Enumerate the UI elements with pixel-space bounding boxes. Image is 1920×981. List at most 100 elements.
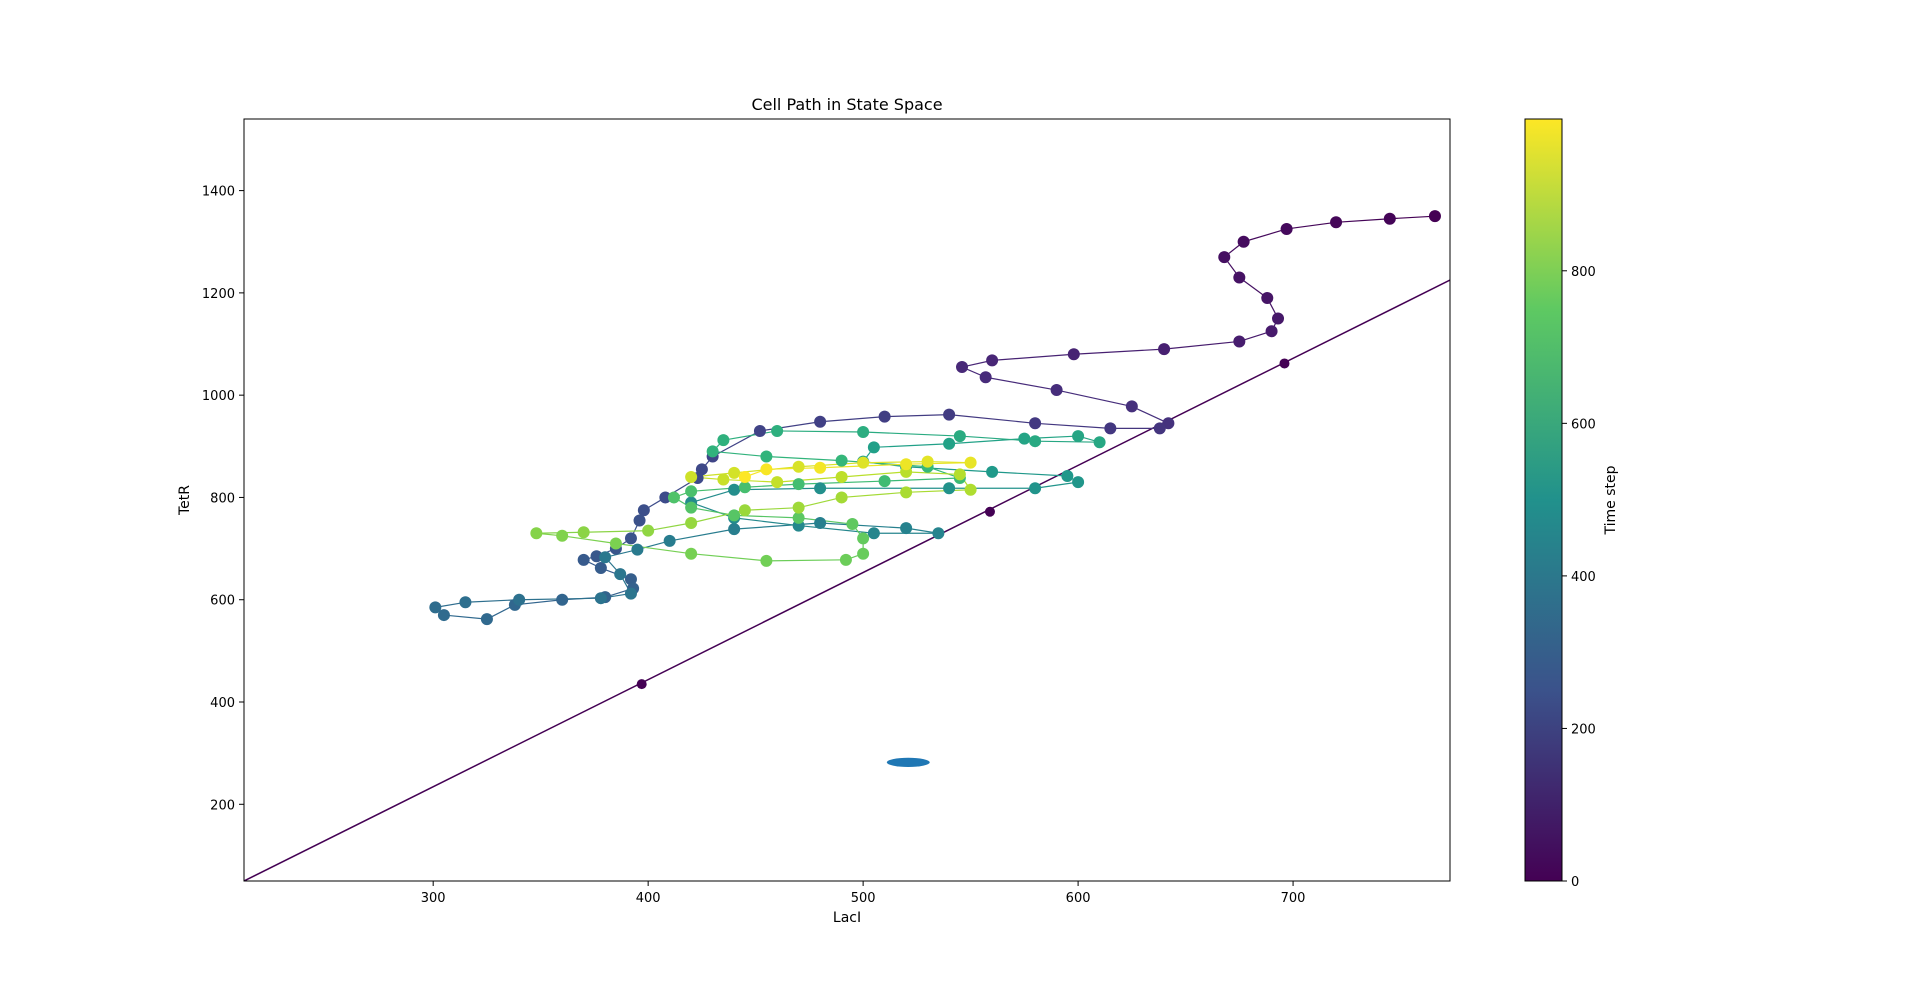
colorbar-label: Time step	[1603, 465, 1619, 535]
trajectory-point	[835, 470, 848, 483]
trajectory-point	[609, 537, 622, 550]
trajectory-segment	[1035, 481, 1079, 489]
colorbar-tick-label: 600	[1571, 417, 1596, 432]
trajectory-point	[685, 501, 698, 514]
trajectory-point	[1261, 291, 1274, 304]
trajectory-segment	[690, 489, 735, 504]
trajectory-segment	[841, 471, 907, 478]
trajectory-segment	[562, 535, 616, 545]
reference-line-marker	[636, 679, 647, 690]
trajectory-segment	[906, 471, 960, 476]
trajectory-segment	[820, 522, 907, 529]
colorbar: 0 200 400 600 800 Time step	[1524, 118, 1619, 890]
trajectory-segment	[841, 491, 907, 499]
trajectory-segment	[465, 599, 520, 603]
trajectory-point	[1428, 210, 1441, 223]
trajectory-point	[667, 491, 680, 504]
trajectory-segment	[949, 413, 1036, 424]
trajectory-point	[857, 425, 870, 438]
x-tick-label: 600	[1066, 891, 1091, 906]
x-tick-label: 700	[1281, 891, 1306, 906]
trajectory-point	[1153, 422, 1166, 435]
plot-frame	[243, 118, 1451, 882]
trajectory-point	[624, 573, 637, 586]
trajectory-point	[663, 534, 676, 547]
trajectory-point	[979, 371, 992, 384]
trajectory-point	[513, 593, 526, 606]
ellipse-marker	[886, 757, 930, 767]
trajectory-segment	[691, 553, 767, 562]
trajectory-point	[1104, 422, 1117, 435]
trajectory-segment	[1073, 348, 1165, 355]
trajectory-segment	[766, 455, 842, 462]
trajectory-segment	[744, 507, 799, 511]
trajectory-point	[1072, 430, 1085, 443]
trajectory-segment	[1286, 221, 1337, 230]
trajectory-segment	[777, 476, 842, 483]
trajectory-point	[986, 354, 999, 367]
trajectory-segment	[766, 559, 846, 562]
trajectory-point	[642, 524, 655, 537]
trajectory-point	[631, 543, 644, 556]
trajectory-segment	[798, 496, 842, 509]
trajectory-segment	[1056, 389, 1132, 407]
trajectory-point	[900, 458, 913, 471]
y-tick-label: 800	[210, 491, 235, 506]
trajectory-point	[728, 509, 741, 522]
trajectory-point	[814, 415, 827, 428]
trajectory-point	[685, 547, 698, 560]
trajectory-segment	[863, 431, 960, 437]
trajectory-point	[1330, 216, 1343, 229]
trajectory-point	[814, 482, 827, 495]
trajectory-point	[1018, 432, 1031, 445]
trajectory-point	[760, 450, 773, 463]
y-tick-label: 1200	[202, 287, 235, 302]
y-tick-label: 400	[210, 696, 235, 711]
trajectory-point	[556, 593, 569, 606]
reference-line-layer	[244, 279, 1450, 881]
trajectory-point	[728, 523, 741, 536]
trajectory-point	[594, 592, 607, 605]
trajectory-point	[760, 463, 773, 476]
trajectory-point	[867, 441, 880, 454]
trajectory-point	[792, 511, 805, 524]
trajectory-point	[1272, 312, 1285, 325]
reference-line-marker	[984, 506, 995, 517]
trajectory-point	[685, 485, 698, 498]
plot-area	[244, 210, 1450, 881]
trajectory-point	[437, 609, 450, 622]
trajectory-segment	[759, 421, 821, 432]
y-tick-label: 200	[210, 798, 235, 813]
colorbar-tick-label: 400	[1571, 570, 1596, 585]
trajectory-point	[956, 361, 969, 374]
trajectory-point	[835, 491, 848, 504]
trajectory-point	[624, 532, 637, 545]
trajectory-segment	[992, 353, 1074, 361]
trajectory-point	[753, 424, 766, 437]
trajectory-point	[814, 517, 827, 530]
trajectory-point	[728, 483, 741, 496]
trajectory-segment	[820, 416, 885, 423]
trajectory-point	[728, 466, 741, 479]
trajectory-point	[577, 526, 590, 539]
trajectory-point	[814, 461, 827, 474]
trajectory-point	[792, 501, 805, 514]
trajectory-segment	[777, 430, 864, 433]
trajectory-point	[659, 491, 672, 504]
trajectory-point	[760, 554, 773, 567]
trajectory-point	[1067, 348, 1080, 361]
trajectory-point	[1233, 271, 1246, 284]
trajectory-point	[964, 456, 977, 469]
trajectory-segment	[712, 450, 767, 458]
trajectory-point	[835, 454, 848, 467]
trajectory-point	[594, 562, 607, 575]
y-tick-label: 600	[210, 594, 235, 609]
trajectory-point	[717, 473, 730, 486]
trajectory-point	[986, 465, 999, 478]
trajectory-point	[685, 470, 698, 483]
trajectory-point	[867, 527, 880, 540]
trajectory-point	[459, 596, 472, 609]
trajectory-point	[738, 470, 751, 483]
x-tick-label: 500	[851, 891, 876, 906]
